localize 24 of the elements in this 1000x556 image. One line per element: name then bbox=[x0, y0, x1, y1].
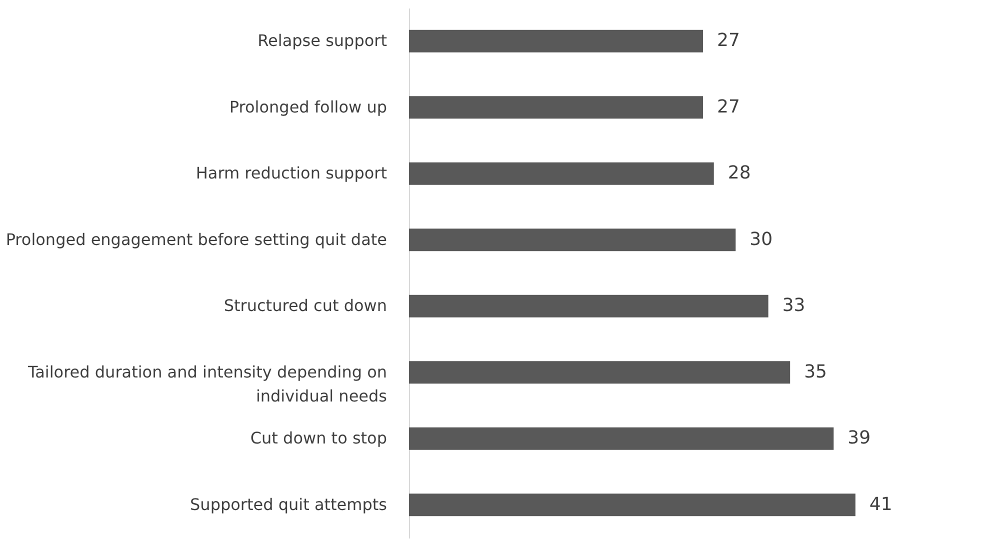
data-label: 35 bbox=[804, 361, 828, 382]
bar bbox=[409, 361, 790, 384]
bar bbox=[409, 294, 768, 318]
bar bbox=[409, 30, 703, 52]
bar bbox=[409, 96, 703, 119]
bar bbox=[409, 494, 856, 516]
data-label: 39 bbox=[848, 428, 871, 449]
y-tick-label: Tailored duration and intensity depending on individual needs bbox=[26, 362, 387, 406]
y-tick-label: Relapse support bbox=[258, 31, 387, 50]
y-tick-label: Structured cut down bbox=[224, 296, 387, 316]
bar bbox=[409, 162, 714, 185]
data-label: 27 bbox=[716, 30, 740, 52]
y-tick-label: Prolonged engagement before setting quit date bbox=[6, 230, 387, 249]
data-label: 27 bbox=[716, 96, 740, 118]
data-label: 28 bbox=[728, 162, 751, 184]
y-tick-label: Supported quit attempts bbox=[190, 494, 387, 514]
bar bbox=[409, 427, 834, 450]
y-tick-label: Harm reduction support bbox=[196, 164, 387, 183]
data-label: 41 bbox=[869, 494, 892, 515]
y-tick-label: Prolonged follow up bbox=[229, 97, 387, 116]
bar bbox=[409, 228, 736, 252]
data-label: 30 bbox=[750, 228, 773, 250]
data-label: 33 bbox=[782, 295, 806, 316]
y-tick-label: Cut down to stop bbox=[250, 428, 387, 448]
